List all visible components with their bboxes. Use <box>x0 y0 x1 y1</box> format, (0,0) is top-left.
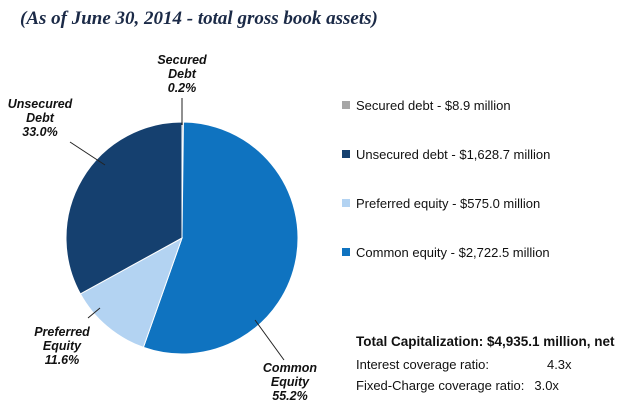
capitalization-summary: Total Capitalization: $4,935.1 million, … <box>356 334 636 396</box>
leader-line-common-equity <box>254 319 285 361</box>
legend-item-unsecured-debt: Unsecured debt - $1,628.7 million <box>342 142 632 166</box>
legend-label-unsecured-debt: Unsecured debt - $1,628.7 million <box>356 146 551 162</box>
legend-label-secured-debt: Secured debt - $8.9 million <box>356 97 511 113</box>
legend-swatch-preferred-equity <box>342 199 350 207</box>
slice-label-secured-debt: Debt <box>168 67 197 81</box>
slice-percent-secured-debt: 0.2% <box>168 81 197 95</box>
slice-label-preferred-equity: Equity <box>43 339 82 353</box>
legend-item-preferred-equity: Preferred equity - $575.0 million <box>342 191 632 215</box>
slice-percent-preferred-equity: 11.6% <box>45 353 80 367</box>
fixed-charge-coverage-row: Fixed-Charge coverage ratio: 3.0x <box>356 375 636 396</box>
interest-coverage-row: Interest coverage ratio: 4.3x <box>356 354 636 375</box>
interest-coverage-label: Interest coverage ratio: <box>356 357 489 372</box>
chart-title: (As of June 30, 2014 - total gross book … <box>20 8 378 29</box>
legend-swatch-unsecured-debt <box>342 150 350 158</box>
legend-item-secured-debt: Secured debt - $8.9 million <box>342 93 632 117</box>
leader-line-unsecured-debt <box>69 141 106 166</box>
slice-label-unsecured-debt: Unsecured <box>8 97 73 111</box>
legend-label-preferred-equity: Preferred equity - $575.0 million <box>356 195 541 211</box>
legend-swatch-common-equity <box>342 248 350 256</box>
legend-swatch-secured-debt <box>342 101 350 109</box>
slice-label-common-equity: Equity <box>271 375 310 389</box>
slice-percent-unsecured-debt: 33.0% <box>22 125 57 139</box>
leader-line-preferred-equity <box>87 307 101 319</box>
slice-label-unsecured-debt: Debt <box>26 111 55 125</box>
legend-label-common-equity: Common equity - $2,722.5 million <box>356 244 550 260</box>
slice-label-preferred-equity: Preferred <box>34 325 90 339</box>
fixed-charge-coverage-value: 3.0x <box>534 378 559 393</box>
slice-label-secured-debt: Secured <box>157 53 207 67</box>
slice-percent-common-equity: 55.2% <box>272 389 307 403</box>
pie-slice-unsecured-debt <box>65 121 183 295</box>
slice-label-common-equity: Common <box>263 361 318 375</box>
legend: Secured debt - $8.9 million Unsecured de… <box>342 93 632 289</box>
legend-item-common-equity: Common equity - $2,722.5 million <box>342 240 632 264</box>
interest-coverage-value: 4.3x <box>546 357 572 372</box>
fixed-charge-coverage-label: Fixed-Charge coverage ratio: <box>356 378 525 393</box>
total-capitalization: Total Capitalization: $4,935.1 million, … <box>356 334 615 349</box>
pie-slice-common-equity <box>142 121 299 355</box>
pie-slice-preferred-equity <box>79 236 183 349</box>
